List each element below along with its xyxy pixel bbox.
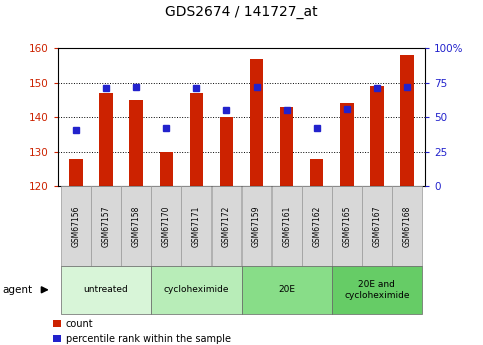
- Bar: [362, 186, 392, 266]
- Bar: [310, 159, 324, 186]
- Legend: count, percentile rank within the sample: count, percentile rank within the sample: [53, 319, 231, 344]
- Bar: [392, 186, 422, 266]
- Bar: [159, 152, 173, 186]
- Bar: [400, 55, 414, 186]
- Bar: [129, 100, 143, 186]
- Bar: [99, 93, 113, 186]
- Text: GSM67168: GSM67168: [402, 205, 412, 247]
- Bar: [91, 186, 121, 266]
- Text: GSM67170: GSM67170: [162, 205, 171, 247]
- Bar: [69, 159, 83, 186]
- Bar: [332, 186, 362, 266]
- Bar: [190, 93, 203, 186]
- Bar: [220, 117, 233, 186]
- Text: 20E and
cycloheximide: 20E and cycloheximide: [344, 280, 410, 299]
- Bar: [61, 266, 151, 314]
- Text: untreated: untreated: [84, 285, 128, 294]
- Text: GSM67171: GSM67171: [192, 205, 201, 247]
- Bar: [121, 186, 151, 266]
- Text: GSM67159: GSM67159: [252, 205, 261, 247]
- Text: GSM67162: GSM67162: [312, 205, 321, 247]
- Bar: [332, 266, 422, 314]
- Bar: [242, 266, 332, 314]
- Bar: [370, 86, 384, 186]
- Text: cycloheximide: cycloheximide: [164, 285, 229, 294]
- Bar: [61, 186, 91, 266]
- Bar: [250, 59, 263, 186]
- Text: GSM67157: GSM67157: [101, 205, 111, 247]
- Bar: [151, 186, 181, 266]
- Text: agent: agent: [2, 285, 32, 295]
- Text: GSM67167: GSM67167: [372, 205, 382, 247]
- Text: GDS2674 / 141727_at: GDS2674 / 141727_at: [165, 5, 318, 19]
- Bar: [182, 186, 211, 266]
- Text: GSM67156: GSM67156: [71, 205, 81, 247]
- Bar: [242, 186, 271, 266]
- Bar: [302, 186, 332, 266]
- Text: GSM67165: GSM67165: [342, 205, 351, 247]
- Bar: [151, 266, 242, 314]
- Text: GSM67172: GSM67172: [222, 205, 231, 247]
- Text: GSM67161: GSM67161: [282, 205, 291, 247]
- Bar: [280, 107, 293, 186]
- Text: GSM67158: GSM67158: [132, 205, 141, 247]
- Bar: [212, 186, 242, 266]
- Bar: [272, 186, 301, 266]
- Bar: [340, 104, 354, 186]
- Text: 20E: 20E: [278, 285, 295, 294]
